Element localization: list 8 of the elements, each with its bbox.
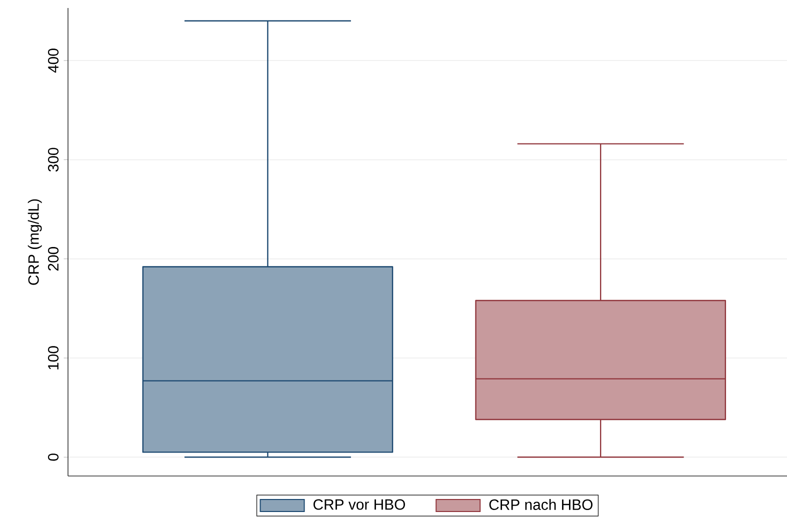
y-tick-label: 200 (48, 246, 59, 271)
y-tick-label: 400 (48, 48, 59, 73)
legend-label: CRP nach HBO (489, 499, 592, 510)
y-tick-label: 100 (48, 346, 59, 370)
y-tick-label: 0 (48, 454, 59, 461)
legend-label: CRP vor HBO (314, 499, 405, 510)
y-axis-title: CRP (mg/dL) (28, 199, 42, 285)
y-tick-label: 300 (48, 148, 59, 172)
